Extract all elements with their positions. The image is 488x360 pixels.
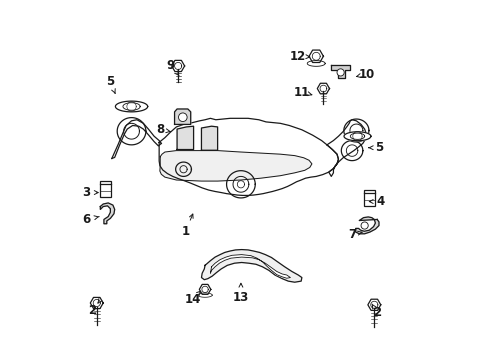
Text: 2: 2	[372, 306, 381, 319]
Text: 7: 7	[347, 228, 355, 241]
Text: 5: 5	[374, 141, 382, 154]
Circle shape	[336, 69, 344, 76]
Polygon shape	[355, 217, 378, 234]
Polygon shape	[308, 50, 323, 63]
Polygon shape	[174, 109, 190, 125]
Polygon shape	[112, 120, 161, 158]
Polygon shape	[330, 65, 349, 78]
Polygon shape	[177, 126, 193, 149]
Text: 4: 4	[376, 195, 384, 208]
Text: 11: 11	[293, 86, 309, 99]
Text: 12: 12	[289, 50, 306, 63]
Bar	[100, 181, 111, 197]
Text: 10: 10	[358, 68, 374, 81]
Polygon shape	[201, 249, 301, 282]
Text: 1: 1	[181, 225, 189, 238]
Polygon shape	[210, 255, 290, 278]
Polygon shape	[159, 118, 338, 195]
Polygon shape	[90, 297, 103, 309]
Bar	[363, 190, 374, 206]
Circle shape	[178, 113, 187, 122]
Text: 14: 14	[184, 293, 200, 306]
Polygon shape	[199, 284, 210, 294]
Polygon shape	[201, 126, 217, 150]
Text: 3: 3	[82, 186, 91, 199]
Polygon shape	[344, 132, 370, 141]
Polygon shape	[115, 101, 147, 112]
Polygon shape	[326, 120, 366, 176]
Polygon shape	[317, 83, 329, 94]
Circle shape	[360, 222, 367, 229]
Polygon shape	[171, 60, 184, 72]
Text: 5: 5	[106, 75, 114, 88]
Polygon shape	[160, 150, 311, 181]
Polygon shape	[100, 203, 115, 224]
Text: 9: 9	[166, 59, 175, 72]
Text: 2: 2	[88, 305, 96, 318]
Text: 6: 6	[82, 213, 91, 226]
Polygon shape	[367, 299, 380, 310]
Text: 8: 8	[156, 123, 164, 136]
Text: 13: 13	[232, 291, 248, 304]
